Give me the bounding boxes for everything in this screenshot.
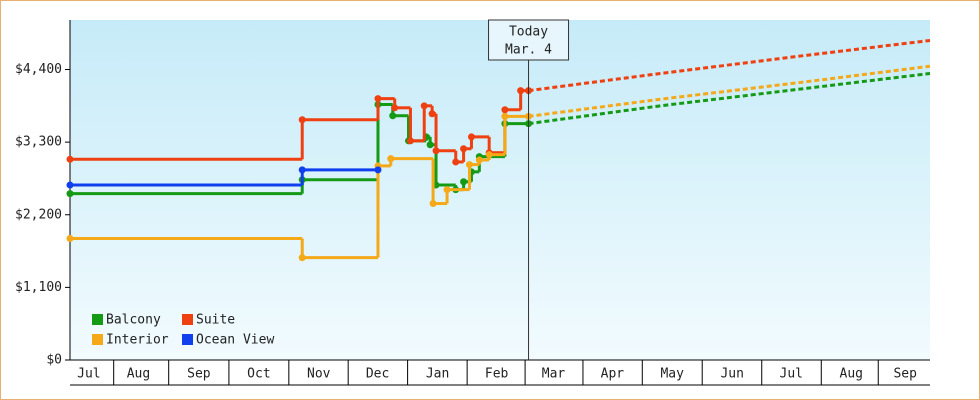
point [426,141,434,149]
y-tick-label: $1,100 [15,280,62,295]
point [374,95,382,103]
point [443,186,451,194]
forecast-line [528,38,931,93]
point [428,110,436,118]
forecast-line [528,64,931,118]
point [420,102,428,110]
point [298,116,306,124]
point [452,158,460,166]
x-tick-label: Oct [247,367,270,382]
point [460,145,468,153]
legend-swatch [182,314,193,325]
x-tick-label: Sep [187,367,211,382]
series [66,166,382,189]
point [467,133,475,141]
x-tick-label: Jul [77,367,100,382]
legend-label: Balcony [106,313,161,328]
point [66,155,74,163]
x-tick-label: Dec [366,367,389,382]
x-tick-label: Jan [426,367,449,382]
legend-label: Ocean View [196,333,274,348]
today-label: Today [509,25,548,40]
point [298,254,306,262]
point [475,156,483,164]
point [501,112,509,120]
point [406,137,414,145]
point [298,166,306,174]
point [391,104,399,112]
x-tick-label: Nov [307,367,331,382]
legend-label: Suite [196,313,235,328]
point [66,190,74,198]
x-tick-label: Apr [601,367,625,382]
y-tick-label: $4,400 [15,62,62,77]
x-tick-label: Sep [893,367,917,382]
x-tick-label: Mar [542,367,566,382]
point [429,200,437,208]
legend-label: Interior [106,333,169,348]
point [485,151,493,159]
y-tick-label: $2,200 [15,207,62,222]
point [389,112,397,120]
series [66,64,931,262]
point [517,87,525,95]
x-tick-label: Jun [720,367,743,382]
x-tick-label: May [660,367,684,382]
today-box [488,19,570,61]
point [460,178,468,186]
x-tick-label: Feb [485,367,509,382]
legend-swatch [92,334,103,345]
x-tick-label: Aug [127,367,150,382]
y-tick-label: $0 [46,353,62,368]
point [465,161,473,169]
series [66,38,931,166]
point [432,147,440,155]
x-tick-label: Jul [780,367,803,382]
point [66,181,74,189]
point [66,235,74,243]
point [374,166,382,174]
today-label: Mar. 4 [505,43,552,58]
x-tick-label: Aug [840,367,863,382]
forecast-line [528,71,931,126]
legend-swatch [182,334,193,345]
plot-area [70,20,930,360]
point [387,155,395,163]
y-tick-label: $3,300 [15,135,62,150]
legend-swatch [92,314,103,325]
point [501,106,509,114]
